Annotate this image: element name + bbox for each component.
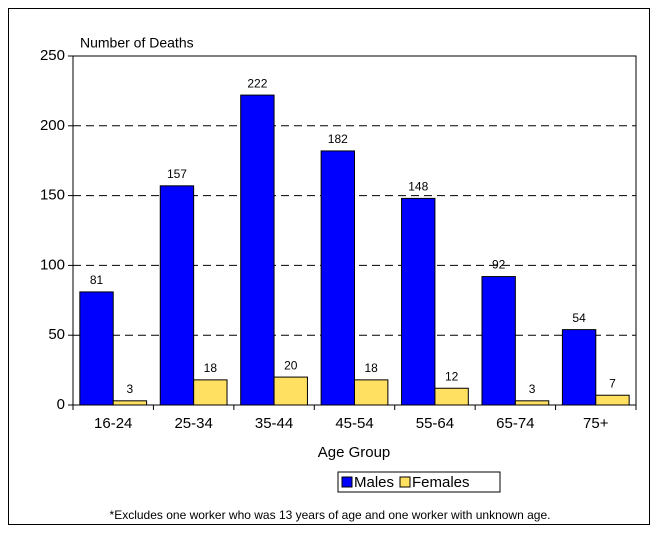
bar [79, 291, 114, 406]
y-axis-label: Number of Deaths [80, 35, 194, 51]
y-tick-label: 100 [40, 256, 65, 273]
bar [481, 276, 516, 406]
bar [240, 94, 275, 406]
data-label: 3 [127, 382, 134, 396]
x-tick-label: 55-64 [416, 415, 454, 432]
x-tick-label: 35-44 [255, 415, 293, 432]
data-label: 92 [492, 258, 506, 272]
y-tick-label: 200 [40, 117, 65, 134]
data-label: 18 [204, 361, 218, 375]
x-tick-label: 65-74 [496, 415, 534, 432]
x-tick-label: 75+ [583, 415, 609, 432]
data-label: 157 [167, 167, 187, 181]
bar [112, 400, 148, 406]
y-tick-label: 250 [40, 47, 65, 64]
bar [193, 379, 228, 406]
footnote: *Excludes one worker who was 13 years of… [110, 508, 551, 522]
y-tick-label: 150 [40, 187, 65, 204]
legend-swatch [399, 476, 411, 488]
data-label: 12 [445, 369, 459, 383]
x-tick-label: 16-24 [94, 415, 132, 432]
legend-label: Females [412, 474, 470, 491]
bar [561, 329, 597, 406]
x-tick-label: 45-54 [335, 415, 373, 432]
bar [434, 387, 469, 406]
x-tick-label: 25-34 [174, 415, 212, 432]
bar [320, 150, 355, 406]
bar [401, 197, 436, 406]
data-label: 54 [572, 311, 586, 325]
legend-swatch [341, 476, 353, 488]
data-label: 182 [328, 132, 348, 146]
y-tick-label: 50 [48, 326, 65, 343]
bar [159, 185, 195, 406]
data-label: 18 [365, 361, 379, 375]
data-label: 81 [90, 273, 104, 287]
plot-border [72, 55, 637, 406]
data-label: 20 [284, 358, 298, 372]
data-label: 148 [408, 180, 428, 194]
bar [354, 379, 389, 406]
data-label: 3 [529, 382, 536, 396]
legend-box [337, 471, 501, 493]
bar [273, 376, 308, 406]
data-label: 222 [247, 76, 267, 90]
bar [595, 394, 630, 406]
legend-label: Males [354, 474, 394, 491]
bar [514, 400, 550, 406]
y-tick-label: 0 [57, 396, 65, 413]
legend: Males Females [337, 471, 501, 493]
x-axis-label: Age Group [318, 444, 391, 461]
data-label: 7 [609, 376, 616, 390]
